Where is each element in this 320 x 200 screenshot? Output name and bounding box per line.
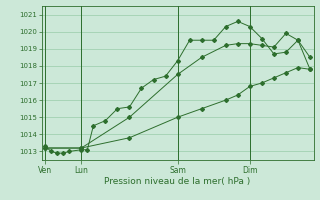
- X-axis label: Pression niveau de la mer( hPa ): Pression niveau de la mer( hPa ): [104, 177, 251, 186]
